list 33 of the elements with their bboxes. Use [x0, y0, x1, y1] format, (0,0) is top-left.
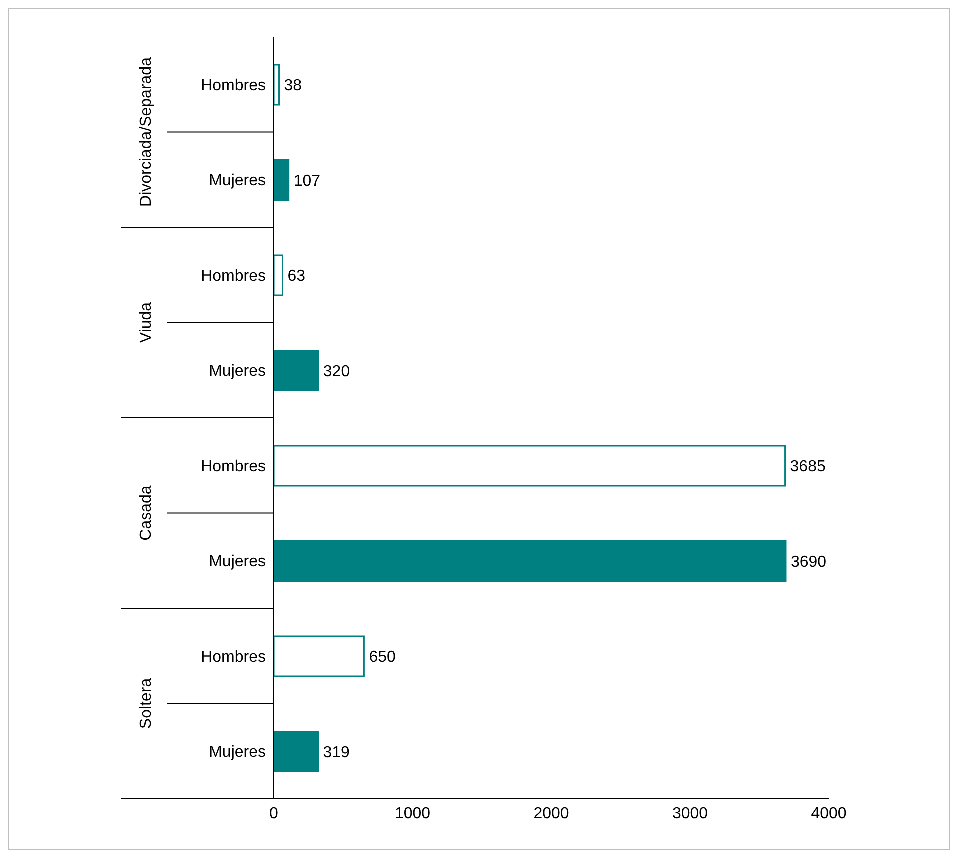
bar: [274, 160, 290, 201]
text: Divorciada/Separada: [138, 57, 156, 207]
data-label: 3690: [790, 554, 827, 571]
bar: [274, 731, 320, 772]
y-tick-label: Mujeres: [209, 554, 266, 571]
x-tick-label: 0: [270, 805, 279, 822]
data-label: 650: [369, 649, 396, 666]
y-tick-label: Mujeres: [209, 363, 266, 380]
bar: [274, 636, 365, 678]
bar: [274, 445, 786, 487]
bar: [274, 540, 787, 582]
data-label: 38: [284, 78, 302, 95]
data-label: 107: [294, 172, 321, 190]
y-tick-label: Hombres: [201, 77, 266, 94]
bar: [274, 350, 320, 392]
text: Viuda: [138, 302, 156, 344]
y-tick-label: Mujeres: [209, 172, 266, 190]
data-label: 319: [323, 744, 350, 762]
y-tick-label: Hombres: [201, 268, 266, 285]
y-tick-label: Hombres: [201, 458, 266, 476]
data-label: 63: [288, 268, 306, 286]
y-tick-label: Mujeres: [209, 744, 266, 762]
text: Casada: [138, 486, 156, 541]
x-tick-label: 1000: [394, 805, 431, 822]
bar: [274, 64, 280, 106]
x-tick-label: 3000: [672, 805, 708, 822]
data-label: 3685: [790, 458, 826, 476]
x-tick-label: 4000: [811, 805, 847, 822]
data-label: 320: [323, 363, 350, 380]
text: Soltera: [138, 678, 156, 730]
y-tick-label: Hombres: [201, 648, 266, 666]
bar: [274, 254, 284, 296]
x-tick-label: 2000: [534, 805, 570, 822]
